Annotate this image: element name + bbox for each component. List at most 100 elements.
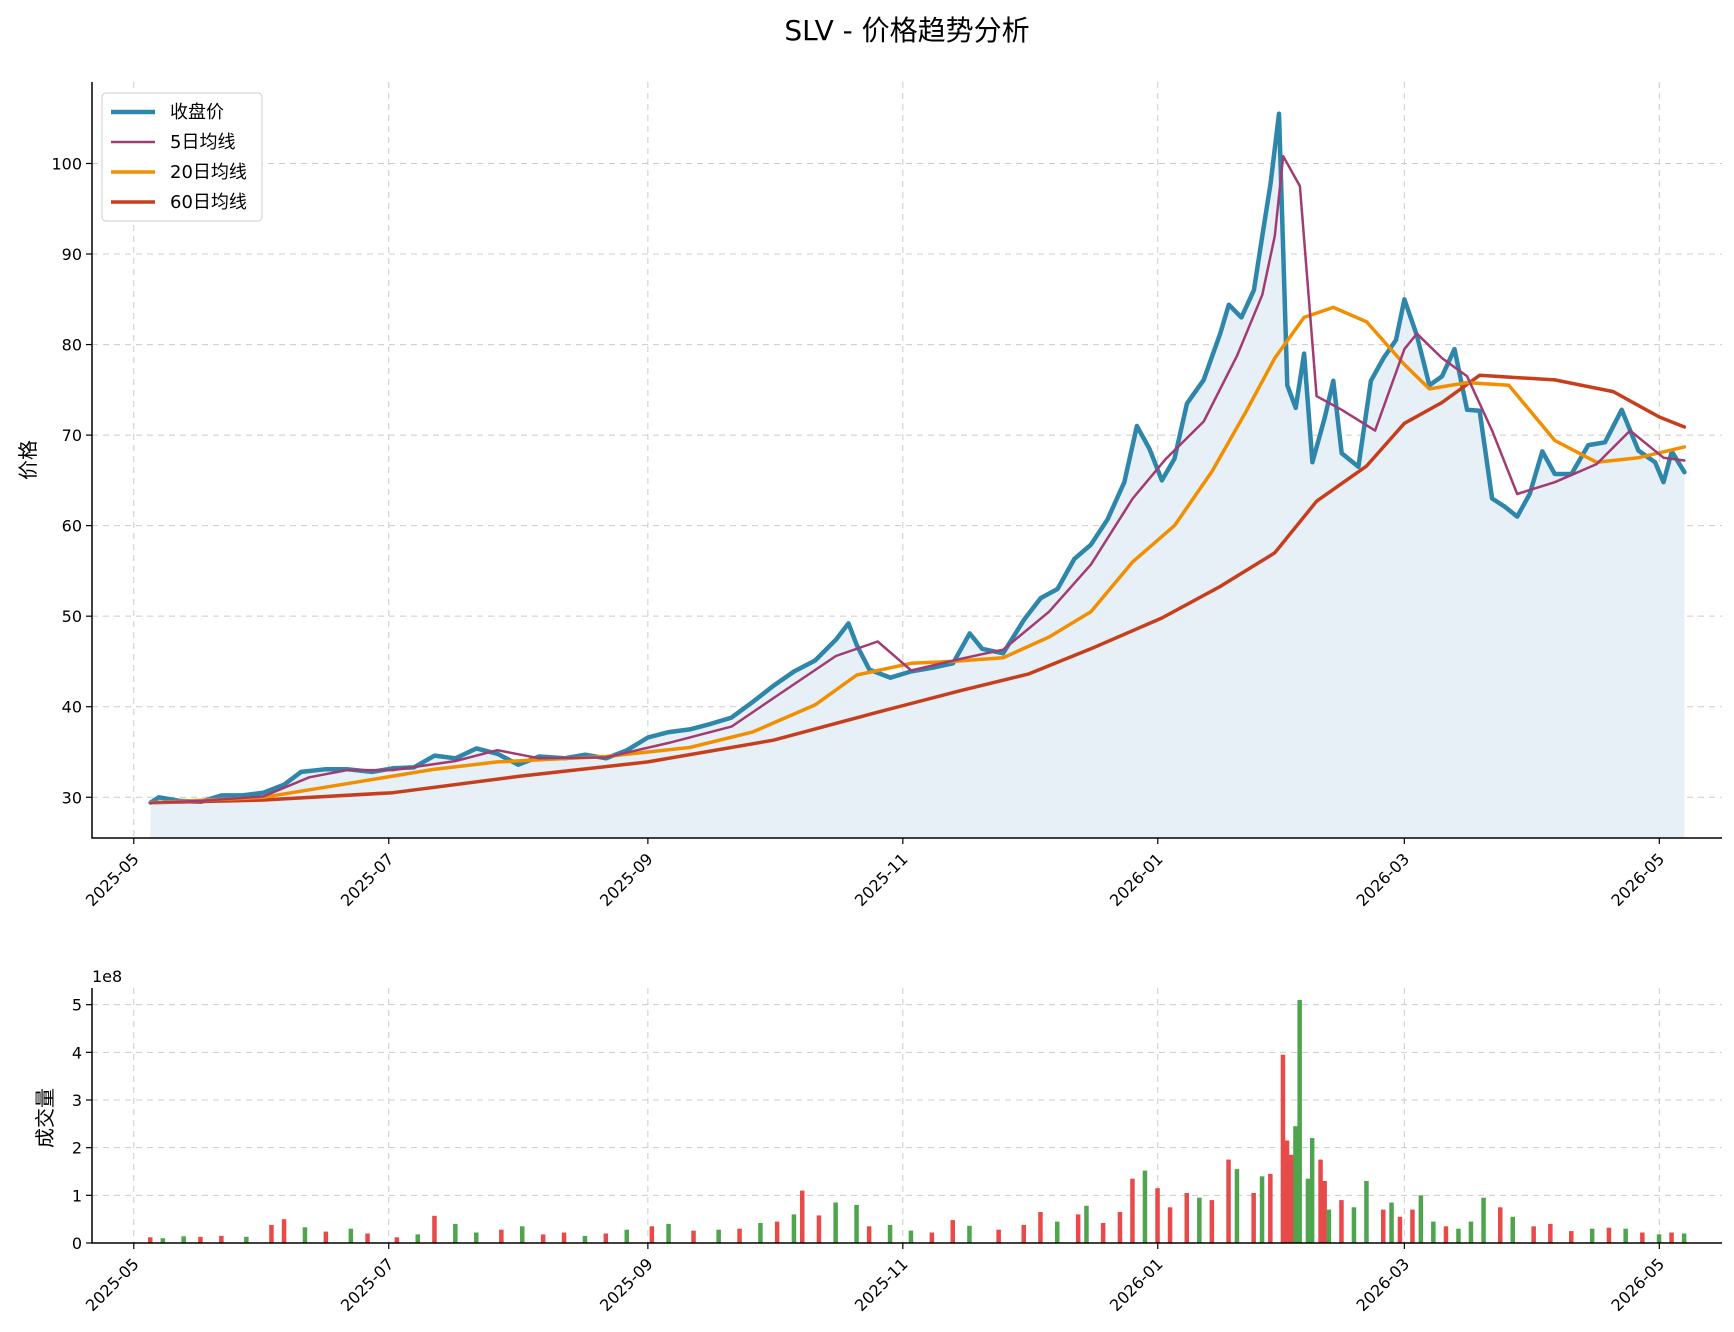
volume-bar <box>540 1234 546 1243</box>
price-y-tick-label: 40 <box>62 698 82 717</box>
volume-bar <box>365 1233 370 1243</box>
volume-bars <box>148 999 1687 1243</box>
volume-bar <box>1142 1170 1148 1243</box>
volume-bar <box>1410 1209 1415 1243</box>
series-line-ma60 <box>148 373 1687 805</box>
volume-bar <box>1117 1212 1123 1243</box>
volume-x-tick-label: 2026-05 <box>1607 1254 1668 1315</box>
volume-bar <box>244 1236 249 1243</box>
volume-bar <box>800 1190 805 1243</box>
price-y-tick-label: 30 <box>62 788 82 807</box>
volume-bar <box>1284 1140 1290 1243</box>
price-y-tick-label: 70 <box>62 426 82 445</box>
volume-bar <box>302 1227 308 1243</box>
volume-bar <box>415 1234 420 1243</box>
price-y-axis-label: 价格 <box>16 440 40 480</box>
legend: 收盘价 5日均线 20日均线 60日均线 <box>101 92 263 222</box>
series-line-close <box>148 111 1687 805</box>
volume-bar <box>1155 1188 1160 1243</box>
volume-bar <box>1669 1232 1674 1243</box>
volume-bar <box>219 1235 224 1243</box>
volume-x-tick-label: 2026-03 <box>1352 1254 1413 1315</box>
series-line-ma5 <box>149 154 1686 804</box>
volume-bar <box>453 1223 458 1243</box>
volume-bar <box>1167 1207 1173 1243</box>
price-y-tick-label: 90 <box>62 245 82 264</box>
volume-y-tick-label: 1 <box>72 1186 82 1205</box>
volume-multiplier-label: 1e8 <box>92 967 122 986</box>
volume-x-tick-label: 2025-05 <box>82 1254 143 1315</box>
volume-bar <box>1381 1209 1386 1243</box>
volume-bar <box>394 1237 400 1243</box>
volume-bar <box>148 1237 153 1243</box>
volume-bar <box>887 1224 893 1243</box>
price-x-tick-label: 2026-03 <box>1352 849 1413 910</box>
volume-bar <box>1055 1221 1060 1243</box>
volume-bar <box>1259 1176 1265 1243</box>
volume-bar <box>854 1204 859 1243</box>
volume-y-tick-label: 5 <box>72 996 82 1015</box>
price-y-tick-label: 100 <box>51 154 82 173</box>
volume-bar <box>1418 1195 1424 1243</box>
volume-bar <box>1251 1193 1256 1243</box>
price-y-tick-label: 50 <box>62 607 82 626</box>
price-x-tick-label: 2025-05 <box>82 849 143 910</box>
volume-bar <box>691 1230 696 1243</box>
volume-bar <box>1209 1200 1215 1243</box>
price-axis-spines <box>91 82 1722 839</box>
volume-bar <box>1318 1159 1323 1243</box>
volume-y-tick-label: 0 <box>72 1234 82 1253</box>
volume-bar <box>1531 1226 1536 1243</box>
volume-bar <box>833 1202 838 1243</box>
volume-bar <box>967 1225 972 1243</box>
volume-x-tick-label: 2026-01 <box>1106 1254 1167 1315</box>
volume-bar <box>1623 1228 1628 1243</box>
volume-bar <box>1305 1178 1311 1243</box>
price-x-tick-label: 2026-01 <box>1106 849 1167 910</box>
volume-bar <box>561 1232 567 1243</box>
volume-bar <box>1326 1209 1332 1243</box>
volume-bar <box>1510 1216 1515 1243</box>
close-area-fill <box>150 113 1685 838</box>
volume-bar <box>269 1224 274 1243</box>
volume-bar <box>582 1235 588 1243</box>
volume-y-ticks: 0 1 2 3 4 5 <box>72 996 92 1253</box>
volume-bar <box>737 1228 742 1243</box>
price-x-tick-label: 2025-09 <box>596 849 657 910</box>
volume-bar <box>1640 1232 1645 1243</box>
volume-bar <box>181 1236 186 1243</box>
volume-y-tick-label: 4 <box>72 1043 82 1062</box>
legend-label-close: 收盘价 <box>170 102 224 123</box>
volume-bar <box>950 1220 955 1243</box>
volume-bar <box>1481 1197 1486 1243</box>
volume-bar <box>1268 1173 1273 1243</box>
volume-x-tick-label: 2025-11 <box>851 1254 912 1315</box>
volume-bar <box>281 1219 287 1243</box>
volume-bar <box>348 1228 354 1243</box>
volume-axis-spines <box>91 988 1722 1244</box>
volume-x-ticks: 2025-05 2025-07 2025-09 2025-11 2026-01 2026-… <box>82 1243 1668 1315</box>
volume-bar <box>929 1232 935 1243</box>
volume-bar <box>323 1231 329 1243</box>
price-lines <box>148 111 1687 805</box>
volume-bar <box>1339 1200 1344 1243</box>
volume-bar <box>908 1230 914 1243</box>
volume-bar <box>1293 1126 1298 1243</box>
volume-bar <box>1197 1197 1202 1243</box>
volume-bar <box>816 1215 822 1243</box>
volume-bar <box>1456 1228 1461 1243</box>
volume-bar <box>474 1232 479 1243</box>
volume-bar <box>1389 1202 1394 1243</box>
volume-bar <box>1297 999 1302 1243</box>
volume-bar <box>758 1223 763 1243</box>
volume-bar <box>791 1214 797 1243</box>
price-x-ticks: 2025-05 2025-07 2025-09 2025-11 2026-01 2026-… <box>82 838 1668 910</box>
volume-bar <box>1280 1054 1286 1243</box>
price-x-tick-label: 2026-05 <box>1607 849 1668 910</box>
volume-bar <box>1397 1216 1403 1243</box>
volume-bar <box>1606 1227 1612 1243</box>
volume-grid <box>92 988 1722 1243</box>
price-x-tick-label: 2025-11 <box>851 849 912 910</box>
